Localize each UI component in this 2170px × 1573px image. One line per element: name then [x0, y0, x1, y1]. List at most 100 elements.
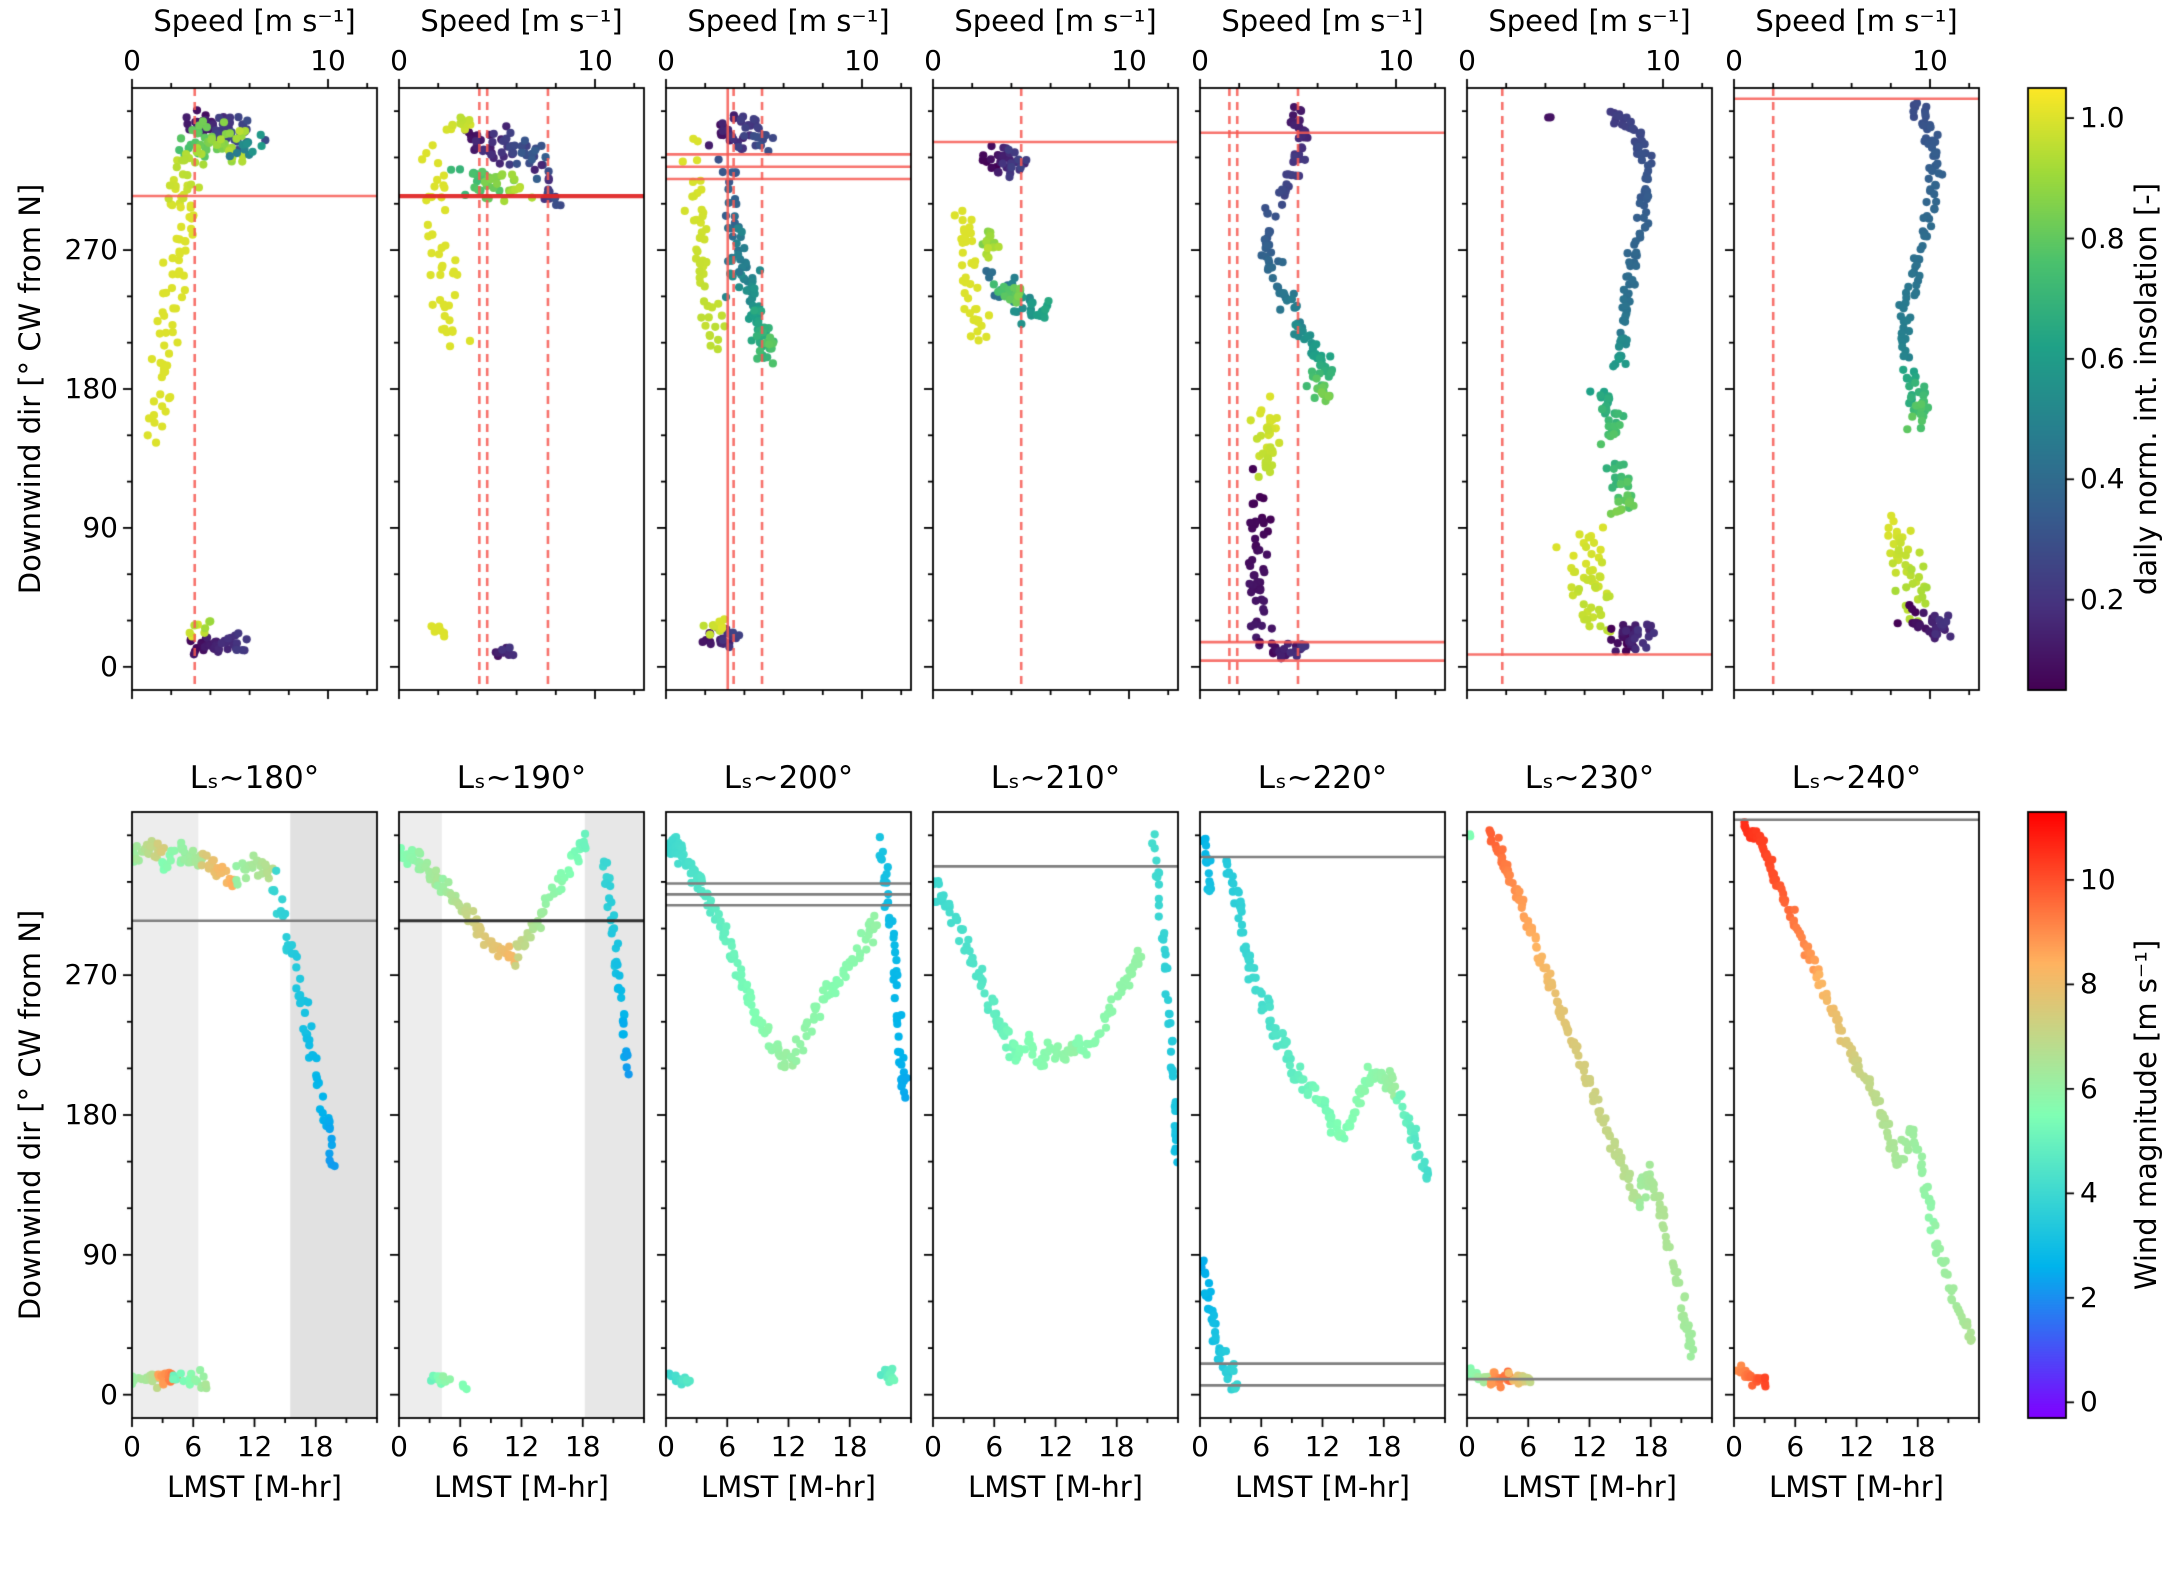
dir-tick-label: 270: [64, 957, 118, 991]
speed-tick-label: 10: [577, 44, 613, 77]
lmst-tick-label: 0: [123, 1430, 141, 1463]
lmst-tick-label: 6: [1519, 1430, 1538, 1463]
lmst-tick-label: 18: [1899, 1430, 1936, 1463]
lmst-tick-label: 0: [390, 1430, 408, 1463]
colorbar-tick-label: 0.2: [2080, 582, 2125, 616]
lmst-tick-label: 6: [985, 1430, 1004, 1463]
dir-axis-title: Downwind dir [° CW from N]: [13, 909, 47, 1321]
speed-tick-label: 10: [1645, 44, 1681, 77]
panel-title: Lₛ~230°: [1524, 760, 1655, 796]
speed-tick-label: 10: [1378, 44, 1414, 77]
speed-tick-label: 10: [1111, 44, 1147, 77]
speed-axis-title: Speed [m s⁻¹]: [954, 4, 1157, 38]
speed-axis-title: Speed [m s⁻¹]: [1755, 4, 1958, 38]
colorbar-tick-label: 6: [2080, 1071, 2098, 1105]
scatter-panel-canvas: [1718, 796, 1995, 1434]
lmst-tick-label: 12: [770, 1430, 807, 1463]
lmst-axis-title: LMST [M-hr]: [1235, 1470, 1410, 1504]
dir-axis-title: Downwind dir [° CW from N]: [13, 183, 47, 595]
panel-title: Lₛ~220°: [1257, 760, 1388, 796]
speed-axis-title: Speed [m s⁻¹]: [420, 4, 623, 38]
speed-axis-title: Speed [m s⁻¹]: [687, 4, 890, 38]
lmst-tick-label: 12: [1304, 1430, 1341, 1463]
lmst-axis-title: LMST [M-hr]: [1502, 1470, 1677, 1504]
lmst-tick-label: 18: [564, 1430, 601, 1463]
speed-tick-label: 0: [1725, 44, 1743, 77]
panel-title: Lₛ~240°: [1791, 760, 1922, 796]
scatter-panel-canvas: [917, 796, 1194, 1434]
dir-tick-label: 0: [100, 1377, 118, 1411]
colorbar-tick-label: 0.6: [2080, 341, 2125, 375]
lmst-tick-label: 18: [1632, 1430, 1669, 1463]
scatter-panel-canvas: [383, 72, 660, 706]
lmst-tick-label: 12: [236, 1430, 273, 1463]
speed-tick-label: 0: [657, 44, 675, 77]
lmst-tick-label: 18: [297, 1430, 334, 1463]
colorbar-tick-label: 8: [2080, 967, 2098, 1001]
colorbar-tick-label: 1.0: [2080, 100, 2125, 134]
scatter-panel-canvas: [1451, 72, 1728, 706]
colorbar-tick-label: 0: [2080, 1385, 2098, 1419]
speed-axis-title: Speed [m s⁻¹]: [1488, 4, 1691, 38]
lmst-tick-label: 18: [831, 1430, 868, 1463]
colorbar-title: daily norm. int. insolation [-]: [2129, 182, 2163, 596]
speed-axis-title: Speed [m s⁻¹]: [153, 4, 356, 38]
scatter-panel-canvas: [1184, 796, 1461, 1434]
lmst-tick-label: 0: [657, 1430, 675, 1463]
colorbar-tick-label: 0.8: [2080, 221, 2125, 255]
speed-tick-label: 0: [924, 44, 942, 77]
speed-axis-title: Speed [m s⁻¹]: [1221, 4, 1424, 38]
panel-title: Lₛ~210°: [990, 760, 1121, 796]
lmst-axis-title: LMST [M-hr]: [434, 1470, 609, 1504]
lmst-axis-title: LMST [M-hr]: [701, 1470, 876, 1504]
lmst-tick-label: 12: [1838, 1430, 1875, 1463]
speed-tick-label: 0: [1458, 44, 1476, 77]
lmst-tick-label: 18: [1365, 1430, 1402, 1463]
lmst-tick-label: 0: [1458, 1430, 1476, 1463]
scatter-panel-canvas: [1718, 72, 1995, 706]
colorbar-tick-label: 0.4: [2080, 462, 2125, 496]
lmst-axis-title: LMST [M-hr]: [968, 1470, 1143, 1504]
lmst-tick-label: 6: [718, 1430, 737, 1463]
lmst-tick-label: 12: [503, 1430, 540, 1463]
colorbar-wind: [2026, 810, 2078, 1420]
lmst-tick-label: 0: [1725, 1430, 1743, 1463]
colorbar-tick-label: 4: [2080, 1176, 2098, 1210]
scatter-panel-canvas: [650, 796, 927, 1434]
colorbar-insolation: [2026, 86, 2078, 692]
lmst-tick-label: 0: [1191, 1430, 1209, 1463]
lmst-tick-label: 18: [1098, 1430, 1135, 1463]
speed-tick-label: 0: [123, 44, 141, 77]
scatter-panel-canvas: [1451, 796, 1728, 1434]
lmst-tick-label: 12: [1571, 1430, 1608, 1463]
lmst-tick-label: 6: [1252, 1430, 1271, 1463]
lmst-tick-label: 6: [184, 1430, 203, 1463]
scatter-panel-canvas: [650, 72, 927, 706]
scatter-panel-canvas: [116, 796, 393, 1434]
scatter-panel-canvas: [917, 72, 1194, 706]
colorbar-title: Wind magnitude [m s⁻¹]: [2129, 939, 2163, 1291]
dir-tick-label: 180: [64, 371, 118, 405]
dir-tick-label: 0: [100, 649, 118, 683]
panel-title: Lₛ~190°: [456, 760, 587, 796]
speed-tick-label: 0: [390, 44, 408, 77]
speed-tick-label: 10: [310, 44, 346, 77]
lmst-axis-title: LMST [M-hr]: [1769, 1470, 1944, 1504]
scatter-panel-canvas: [383, 796, 660, 1434]
speed-tick-label: 10: [1912, 44, 1948, 77]
panel-title: Lₛ~200°: [723, 760, 854, 796]
scatter-panel-canvas: [1184, 72, 1461, 706]
lmst-tick-label: 0: [924, 1430, 942, 1463]
colorbar-tick-label: 2: [2080, 1280, 2098, 1314]
lmst-tick-label: 6: [1786, 1430, 1805, 1463]
dir-tick-label: 90: [82, 1237, 118, 1271]
speed-tick-label: 10: [844, 44, 880, 77]
speed-tick-label: 0: [1191, 44, 1209, 77]
lmst-tick-label: 6: [451, 1430, 470, 1463]
lmst-tick-label: 12: [1037, 1430, 1074, 1463]
scatter-panel-canvas: [116, 72, 393, 706]
lmst-axis-title: LMST [M-hr]: [167, 1470, 342, 1504]
panel-title: Lₛ~180°: [189, 760, 320, 796]
colorbar-tick-label: 10: [2080, 862, 2116, 896]
